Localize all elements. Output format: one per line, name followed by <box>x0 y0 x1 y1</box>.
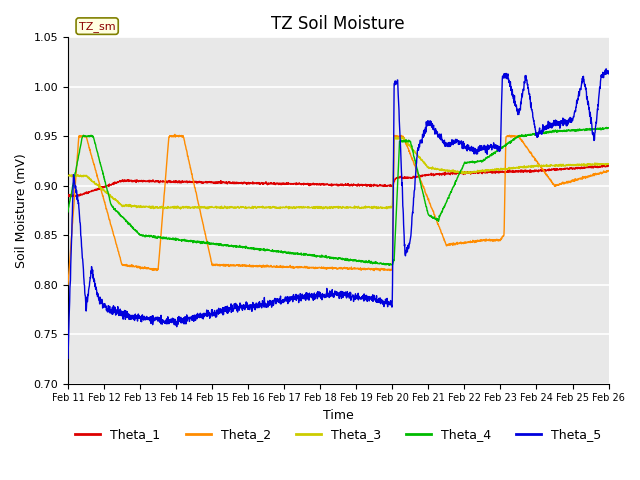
Legend: Theta_1, Theta_2, Theta_3, Theta_4, Theta_5: Theta_1, Theta_2, Theta_3, Theta_4, Thet… <box>70 423 606 446</box>
Y-axis label: Soil Moisture (mV): Soil Moisture (mV) <box>15 153 28 268</box>
Text: TZ_sm: TZ_sm <box>79 21 115 32</box>
X-axis label: Time: Time <box>323 409 354 422</box>
Title: TZ Soil Moisture: TZ Soil Moisture <box>271 15 405 33</box>
